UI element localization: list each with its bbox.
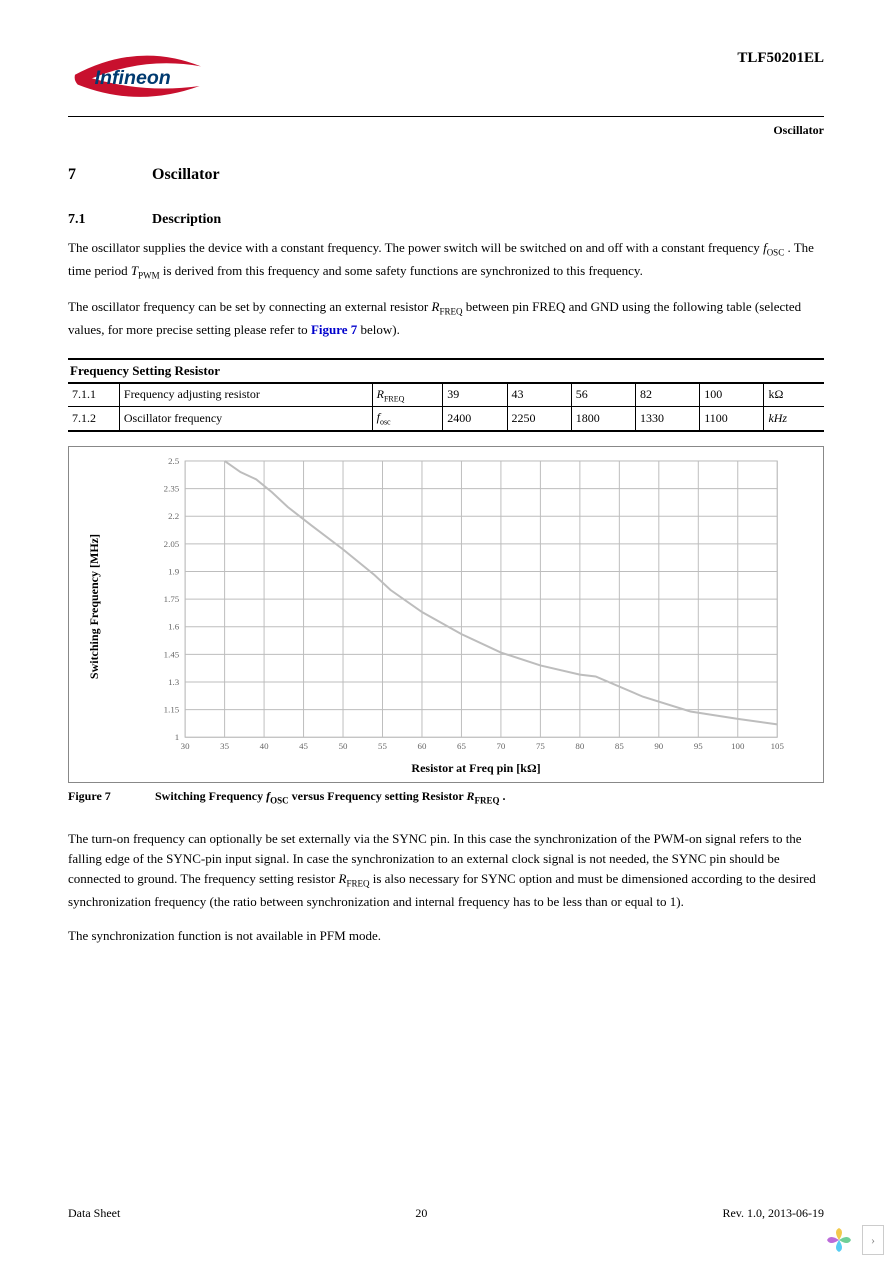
section-breadcrumb: Oscillator (68, 123, 824, 138)
svg-text:2.5: 2.5 (168, 457, 180, 466)
svg-text:2.2: 2.2 (168, 511, 179, 521)
svg-text:90: 90 (654, 741, 663, 751)
figure-reference-link[interactable]: Figure 7 (311, 322, 357, 337)
subsection-title: Description (152, 212, 221, 228)
svg-text:1: 1 (175, 732, 179, 742)
chart-inner: Switching Frequency [MHz] 30 35 40 45 50 55 60… (83, 457, 809, 757)
figure-caption: Figure 7 Switching Frequency fOSC versus… (68, 789, 824, 805)
svg-text:70: 70 (496, 741, 505, 751)
svg-text:105: 105 (771, 741, 785, 751)
page: Infineon TLF50201EL Oscillator 7 Oscilla… (0, 0, 892, 1263)
svg-text:2.35: 2.35 (164, 483, 180, 493)
footer: Data Sheet 20 Rev. 1.0, 2013-06-19 (68, 1206, 824, 1221)
section-title: Oscillator (152, 166, 220, 184)
header: Infineon TLF50201EL (68, 50, 824, 117)
footer-left: Data Sheet (68, 1206, 120, 1221)
next-page-button[interactable]: › (862, 1225, 884, 1255)
section-number: 7 (68, 166, 152, 184)
infineon-logo: Infineon (68, 50, 208, 108)
svg-text:65: 65 (457, 741, 466, 751)
svg-text:60: 60 (418, 741, 427, 751)
table-body: 7.1.1Frequency adjusting resistorRFREQ39… (68, 383, 824, 432)
svg-text:1.45: 1.45 (164, 649, 180, 659)
petals-icon (824, 1225, 854, 1255)
frequency-table: Frequency Setting Resistor 7.1.1Frequenc… (68, 358, 824, 432)
chart-box: Switching Frequency [MHz] 30 35 40 45 50 55 60… (68, 446, 824, 783)
svg-text:95: 95 (694, 741, 703, 751)
table-title: Frequency Setting Resistor (68, 358, 824, 383)
table-row: 7.1.2Oscillator frequencyfosc24002250180… (68, 407, 824, 431)
svg-text:45: 45 (299, 741, 308, 751)
svg-text:1.6: 1.6 (168, 621, 180, 631)
svg-text:30: 30 (181, 741, 190, 751)
svg-text:35: 35 (220, 741, 229, 751)
paragraph-1: The oscillator supplies the device with … (68, 238, 824, 283)
part-number: TLF50201EL (737, 50, 824, 67)
svg-text:85: 85 (615, 741, 624, 751)
svg-text:1.15: 1.15 (164, 704, 180, 714)
footer-page-number: 20 (415, 1206, 427, 1221)
svg-text:1.3: 1.3 (168, 676, 180, 686)
corner-widget: › (824, 1225, 884, 1255)
footer-revision: Rev. 1.0, 2013-06-19 (722, 1206, 824, 1221)
svg-text:75: 75 (536, 741, 545, 751)
svg-text:40: 40 (260, 741, 269, 751)
chart-y-label: Switching Frequency [MHz] (83, 534, 106, 679)
paragraph-2: The oscillator frequency can be set by c… (68, 297, 824, 340)
section-heading: 7 Oscillator (68, 166, 824, 184)
svg-text:1.75: 1.75 (164, 594, 180, 604)
paragraph-4: The synchronization function is not avai… (68, 926, 824, 946)
svg-text:55: 55 (378, 741, 387, 751)
chart-x-label: Resistor at Freq pin [kΩ] (83, 761, 809, 776)
subsection-number: 7.1 (68, 212, 152, 228)
paragraph-3: The turn-on frequency can optionally be … (68, 829, 824, 912)
chart-svg: 30 35 40 45 50 55 60 65 70 75 80 85 90 95 100 105 1 1.15 1… (106, 457, 809, 757)
svg-text:50: 50 (339, 741, 348, 751)
subsection-heading: 7.1 Description (68, 212, 824, 228)
svg-text:2.05: 2.05 (164, 538, 180, 548)
svg-text:100: 100 (731, 741, 745, 751)
chart-plot: 30 35 40 45 50 55 60 65 70 75 80 85 90 95 100 105 1 1.15 1… (106, 457, 809, 757)
svg-text:Infineon: Infineon (95, 67, 171, 89)
table-row: 7.1.1Frequency adjusting resistorRFREQ39… (68, 383, 824, 406)
svg-text:1.9: 1.9 (168, 566, 180, 576)
svg-text:80: 80 (575, 741, 584, 751)
